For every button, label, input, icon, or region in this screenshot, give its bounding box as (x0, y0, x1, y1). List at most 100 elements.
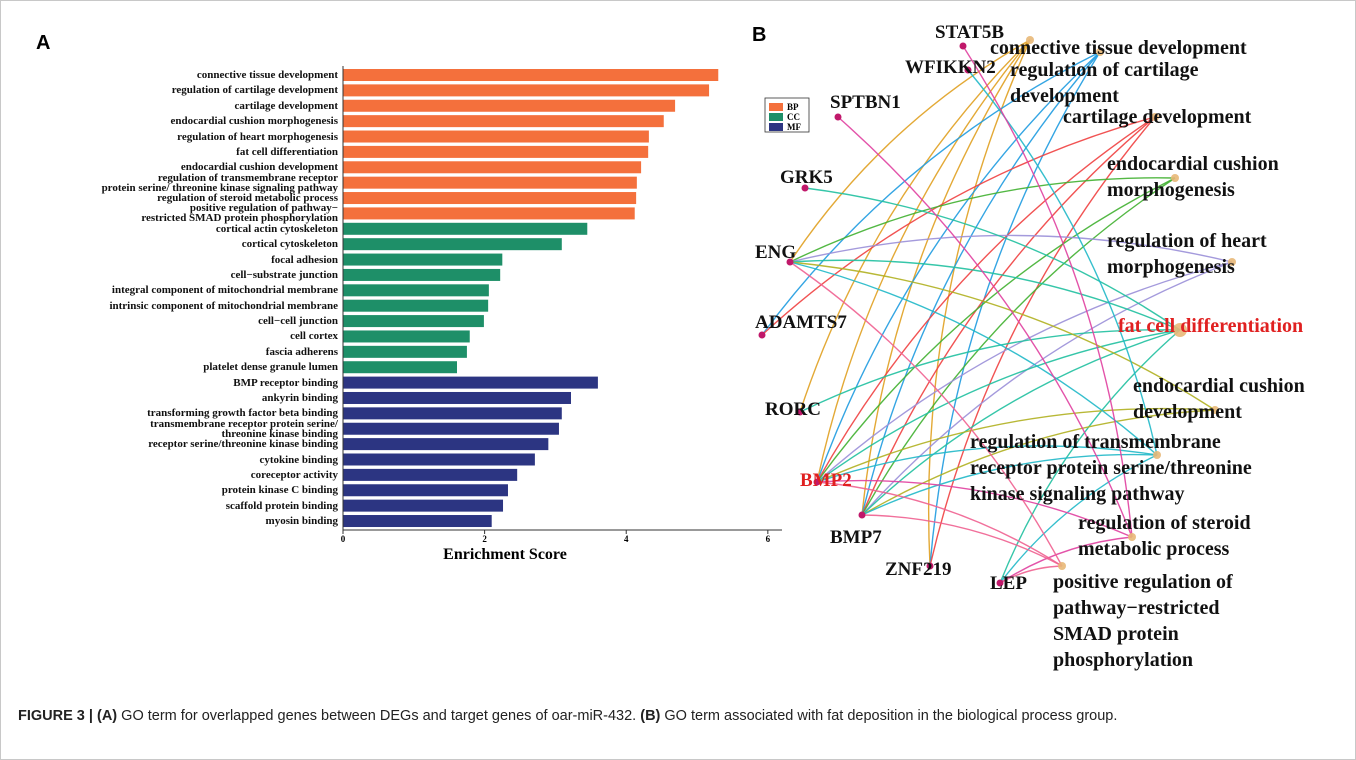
x-tick-label: 2 (482, 534, 487, 544)
term-label: fat cell differentiation (1118, 315, 1304, 337)
term-node (1058, 562, 1066, 570)
gene-node (758, 331, 766, 339)
edge (789, 39, 1031, 263)
y-tick-label: cell−cell junction (258, 315, 338, 328)
gene-node (858, 511, 866, 519)
edge (789, 261, 1158, 456)
edge (816, 177, 1176, 483)
y-tick-label: cell cortex (290, 330, 338, 343)
gene-node (964, 66, 972, 74)
edge (837, 116, 1133, 538)
bar (343, 438, 549, 451)
bar (343, 422, 559, 435)
edge (816, 479, 1133, 538)
bar (343, 376, 598, 389)
edge (789, 177, 1176, 263)
caption-label: (B) (640, 708, 661, 724)
y-tick-label: fat cell differentiation (236, 145, 338, 158)
y-tick-label: myosin binding (265, 515, 338, 528)
bar (343, 453, 535, 466)
edge (816, 407, 1216, 483)
bar (343, 299, 489, 312)
y-tick-label: focal adhesion (271, 253, 338, 266)
term-node (1173, 323, 1187, 337)
edge (789, 234, 1233, 263)
term-node (1096, 48, 1104, 56)
edge (816, 481, 1063, 567)
y-tick-label: cartilage development (234, 99, 338, 112)
bar (343, 515, 492, 528)
gene-node (786, 258, 794, 266)
gene-label: RORC (765, 399, 821, 420)
y-tick-label: BMP receptor binding (233, 376, 338, 389)
bar (343, 484, 508, 497)
y-tick-label: transforming growth factor beta binding (147, 407, 338, 420)
gene-label: WFIKKN2 (905, 57, 996, 78)
gene-label: ENG (755, 242, 797, 263)
y-tick-label: transmembrane receptor protein serine/ t… (150, 417, 338, 440)
y-tick-label: regulation of cartilage development (171, 84, 338, 97)
y-tick-label: endocardial cushion development (180, 161, 338, 174)
label-layer: A B connective tissue development regulat… (36, 22, 1305, 671)
edge (861, 514, 1063, 567)
panel-label: A (36, 32, 51, 54)
edge (816, 261, 1233, 483)
gene-label: GRK5 (780, 167, 833, 188)
edge (999, 454, 1158, 584)
bar (343, 130, 649, 143)
bar (343, 361, 457, 374)
gene-node (996, 579, 1004, 587)
x-tick-label: 6 (766, 534, 771, 544)
edge (861, 409, 1216, 516)
caption-label: (A) (97, 708, 118, 724)
gene-label: BMP7 (830, 527, 882, 548)
y-tick-label: protein kinase C binding (221, 484, 338, 497)
y-tick-label: regulation of heart morphogenesis (177, 130, 338, 143)
edge (999, 565, 1063, 584)
term-node (1153, 451, 1161, 459)
bar (343, 345, 467, 358)
gene-node (796, 408, 804, 416)
edge (929, 116, 1156, 567)
edge (816, 329, 1181, 483)
y-tick-label: cortical actin cytoskeleton (215, 222, 338, 235)
bar (343, 330, 470, 343)
legend-swatch (769, 123, 783, 131)
panel-label: B (752, 24, 767, 46)
bar (343, 238, 562, 251)
gene-label: ADAMTS7 (755, 312, 847, 333)
term-label: regulation of transmembrane receptor pro… (970, 431, 1252, 505)
edge (999, 536, 1133, 584)
bar (343, 176, 637, 189)
bar (343, 315, 484, 328)
bar (343, 84, 710, 97)
edge (962, 45, 1133, 538)
term-label: cartilage development (1063, 106, 1252, 128)
bar (343, 407, 562, 420)
bar (343, 115, 664, 128)
x-tick-label: 4 (624, 534, 629, 544)
gene-node (801, 184, 809, 192)
y-tick-label: positive regulation of pathway− restrict… (141, 202, 338, 225)
x-tick-label: 0 (341, 534, 346, 544)
y-tick-label: integral component of mitochondrial memb… (111, 284, 338, 297)
bar (343, 207, 635, 220)
bar (343, 99, 676, 112)
edge (816, 51, 1101, 483)
edge (799, 39, 1031, 413)
gene-label: SPTBN1 (830, 92, 901, 113)
term-label: positive regulation of pathway−restricte… (1053, 571, 1233, 671)
term-node (1128, 533, 1136, 541)
gene-label: STAT5B (935, 22, 1004, 43)
edge (861, 453, 1158, 516)
bar (343, 391, 571, 404)
bar (343, 268, 501, 281)
term-label: regulation of steroid metabolic process (1078, 512, 1251, 560)
caption-text: GO term associated with fat deposition i… (664, 708, 1118, 724)
gene-node (926, 562, 934, 570)
edge (761, 51, 1101, 336)
y-tick-label: platelet dense granule lumen (203, 361, 338, 374)
edge (861, 177, 1176, 516)
